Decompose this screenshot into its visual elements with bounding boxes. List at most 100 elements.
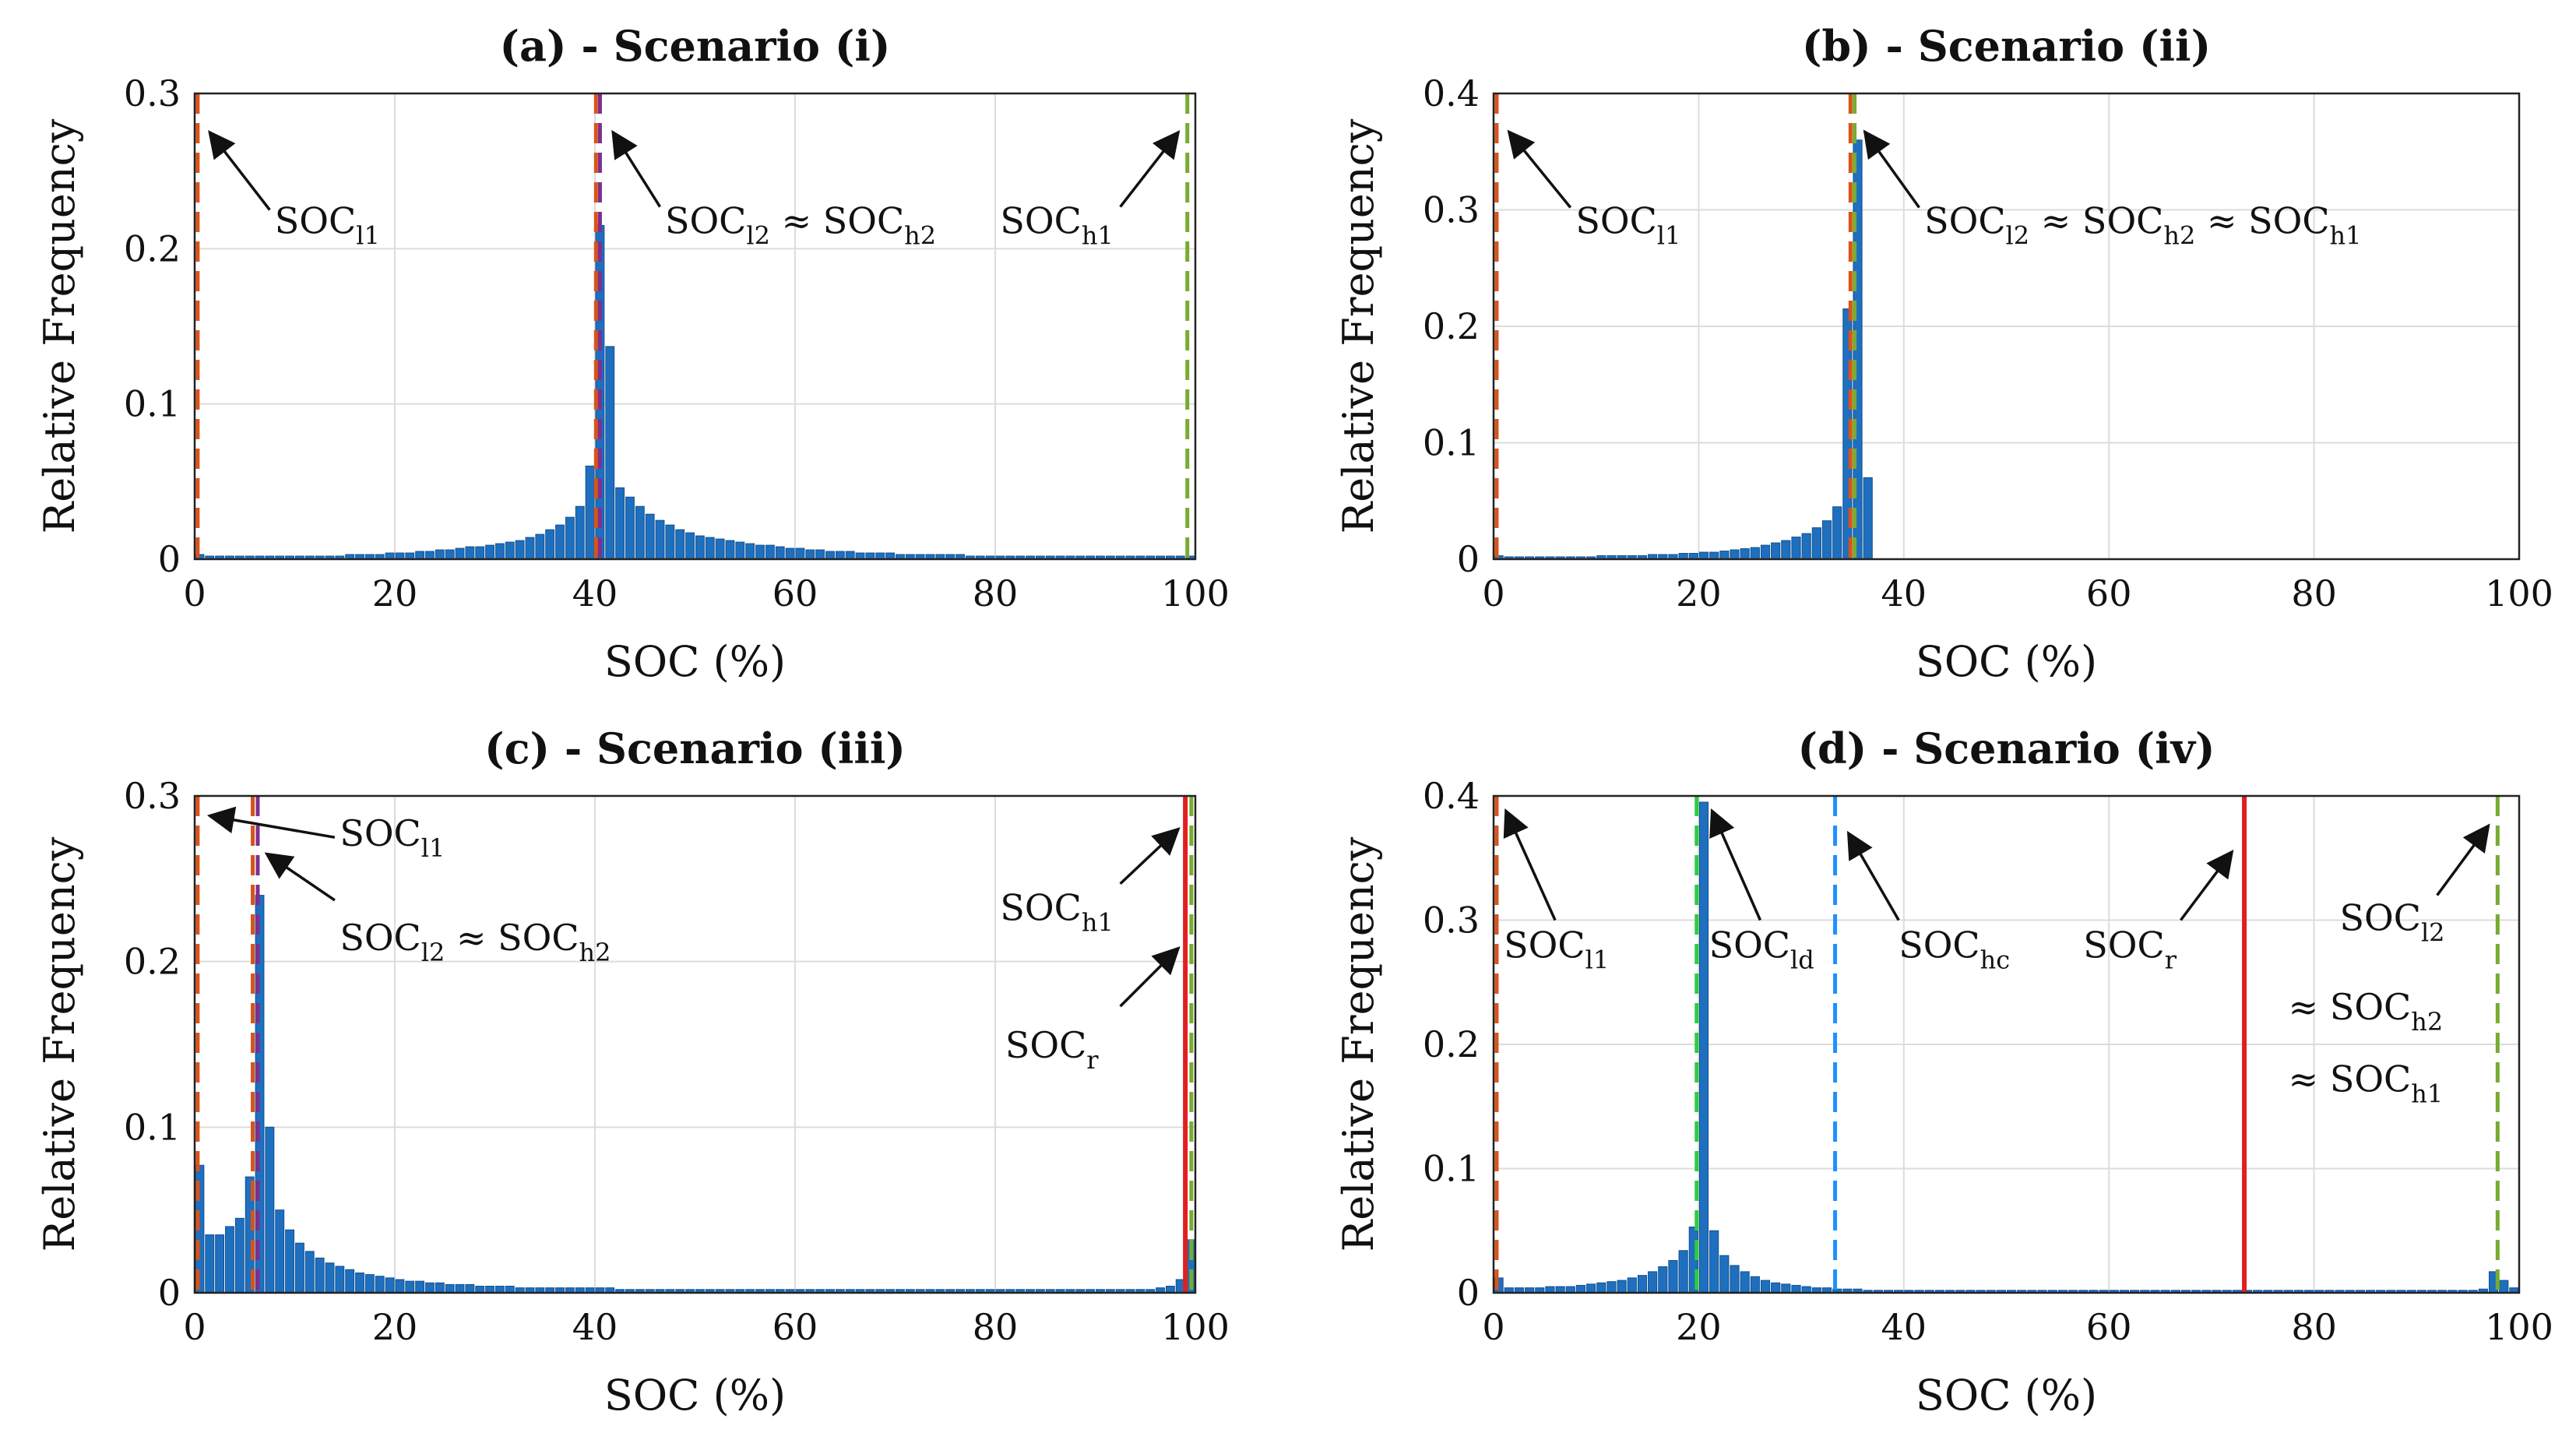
histogram-bar bbox=[475, 1285, 485, 1294]
annotation-arrow bbox=[1709, 808, 1762, 921]
annotation-arrow bbox=[206, 806, 336, 839]
y-tick-label: 0.2 bbox=[124, 941, 181, 983]
histogram-bar bbox=[1719, 1255, 1730, 1294]
histogram-bar bbox=[275, 1209, 285, 1294]
histogram-bar bbox=[1678, 1250, 1688, 1294]
x-tick-label: 20 bbox=[372, 1306, 418, 1348]
histogram-bar bbox=[1791, 1284, 1801, 1294]
histogram-bar bbox=[705, 537, 715, 560]
x-tick-label: 60 bbox=[2086, 572, 2132, 614]
x-tick-label: 80 bbox=[973, 1306, 1019, 1348]
histogram-bar bbox=[565, 516, 575, 560]
histogram-bar bbox=[375, 1276, 385, 1294]
annotation-arrow bbox=[2179, 849, 2234, 921]
histogram-bar bbox=[655, 519, 665, 560]
histogram-bar bbox=[575, 505, 585, 560]
axes-frame bbox=[1492, 92, 2521, 561]
histogram-bar bbox=[1658, 1266, 1668, 1294]
histogram-bar bbox=[445, 549, 455, 560]
annotation-arrow bbox=[1119, 827, 1181, 885]
annotation-arrow bbox=[1863, 129, 1920, 209]
histogram-bar bbox=[825, 551, 835, 560]
y-tick-label: 0 bbox=[158, 1272, 181, 1314]
histogram-bar bbox=[1771, 542, 1781, 560]
histogram-bar bbox=[1750, 547, 1760, 560]
histogram-bar bbox=[1698, 551, 1709, 560]
histogram-bar bbox=[465, 1283, 475, 1294]
histogram-bar bbox=[715, 538, 725, 560]
histogram-bar bbox=[785, 547, 795, 560]
histogram-bar bbox=[304, 1251, 315, 1294]
histogram-bar bbox=[325, 1262, 335, 1294]
soc-annotation: SOCl2 ≈ SOCh2 bbox=[665, 199, 936, 250]
soc-annotation: ≈ SOCh1 bbox=[2289, 1058, 2444, 1109]
histogram-bar bbox=[1730, 1265, 1740, 1294]
histogram-bar bbox=[1760, 1280, 1771, 1294]
histogram-bar bbox=[675, 529, 685, 560]
soc-annotation: SOCh1 bbox=[1000, 199, 1113, 250]
histogram-bar bbox=[1740, 548, 1750, 560]
histogram-bar bbox=[455, 1283, 465, 1294]
x-tick-label: 100 bbox=[2485, 1306, 2553, 1348]
histogram-bar bbox=[415, 1280, 425, 1294]
y-tick-label: 0.2 bbox=[1423, 1023, 1480, 1065]
histogram-bar bbox=[765, 544, 775, 560]
histogram-bar bbox=[1750, 1276, 1760, 1294]
histogram-bar bbox=[1740, 1271, 1750, 1294]
y-tick-label: 0 bbox=[158, 538, 181, 580]
histogram-bar bbox=[1637, 1275, 1648, 1294]
x-tick-label: 40 bbox=[1881, 572, 1927, 614]
histogram-bar bbox=[425, 1282, 435, 1294]
histogram-bar bbox=[1821, 520, 1832, 560]
histogram-bar bbox=[205, 1234, 215, 1294]
histogram-bar bbox=[1165, 1285, 1175, 1294]
soc-annotation: SOCl1 bbox=[275, 199, 380, 250]
axes-frame bbox=[193, 92, 1197, 561]
histogram-bar bbox=[1575, 1284, 1586, 1294]
x-tick-label: 60 bbox=[772, 572, 818, 614]
x-axis-label: SOC (%) bbox=[1916, 1371, 2097, 1420]
annotation-arrow bbox=[1507, 129, 1572, 209]
y-tick-label: 0.1 bbox=[124, 1106, 181, 1148]
histogram-bar bbox=[435, 1282, 445, 1294]
soc-annotation: SOCl1 bbox=[1575, 199, 1680, 250]
histogram-bar bbox=[1730, 549, 1740, 560]
annotation-arrow bbox=[2436, 823, 2490, 896]
annotation-arrow bbox=[208, 130, 271, 211]
histogram-bar bbox=[1719, 551, 1730, 560]
y-axis-label: Relative Frequency bbox=[35, 836, 84, 1252]
soc-annotation: SOCr bbox=[1005, 1024, 1099, 1075]
chart-title: (a) - Scenario (i) bbox=[500, 21, 891, 71]
histogram-bar bbox=[435, 549, 445, 560]
histogram-bar bbox=[1781, 540, 1791, 560]
histogram-bar bbox=[2499, 1280, 2509, 1294]
soc-annotation: SOCld bbox=[1709, 924, 1814, 974]
histogram-bar bbox=[695, 535, 705, 560]
x-tick-label: 0 bbox=[1482, 1306, 1504, 1348]
histogram-bar bbox=[755, 544, 765, 560]
axes-frame bbox=[193, 794, 1197, 1294]
histogram-bar bbox=[1863, 477, 1873, 560]
histogram-bar bbox=[465, 546, 475, 560]
histogram-bar bbox=[835, 551, 845, 560]
x-tick-label: 80 bbox=[2291, 572, 2337, 614]
annotation-arrow bbox=[1846, 830, 1900, 921]
y-axis-label: Relative Frequency bbox=[1334, 118, 1383, 533]
y-tick-label: 0.1 bbox=[1423, 422, 1480, 464]
soc-annotation: SOCr bbox=[2083, 924, 2177, 974]
x-tick-label: 40 bbox=[572, 572, 618, 614]
histogram-bar bbox=[735, 541, 745, 560]
histogram-bar bbox=[335, 1266, 345, 1294]
histogram-bar bbox=[645, 513, 655, 560]
x-tick-label: 0 bbox=[183, 1306, 206, 1348]
x-tick-label: 0 bbox=[183, 572, 206, 614]
chart-title: (c) - Scenario (iii) bbox=[484, 724, 906, 773]
histogram-bar bbox=[345, 1269, 355, 1294]
y-tick-label: 0 bbox=[1457, 1272, 1480, 1314]
histogram-bar bbox=[1709, 1230, 1719, 1294]
y-tick-label: 0.3 bbox=[1423, 189, 1480, 231]
histogram-bar bbox=[515, 540, 525, 560]
soc-annotation: ≈ SOCh2 bbox=[2289, 986, 2444, 1037]
histogram-bar bbox=[555, 524, 565, 560]
annotation-arrow bbox=[264, 852, 336, 902]
